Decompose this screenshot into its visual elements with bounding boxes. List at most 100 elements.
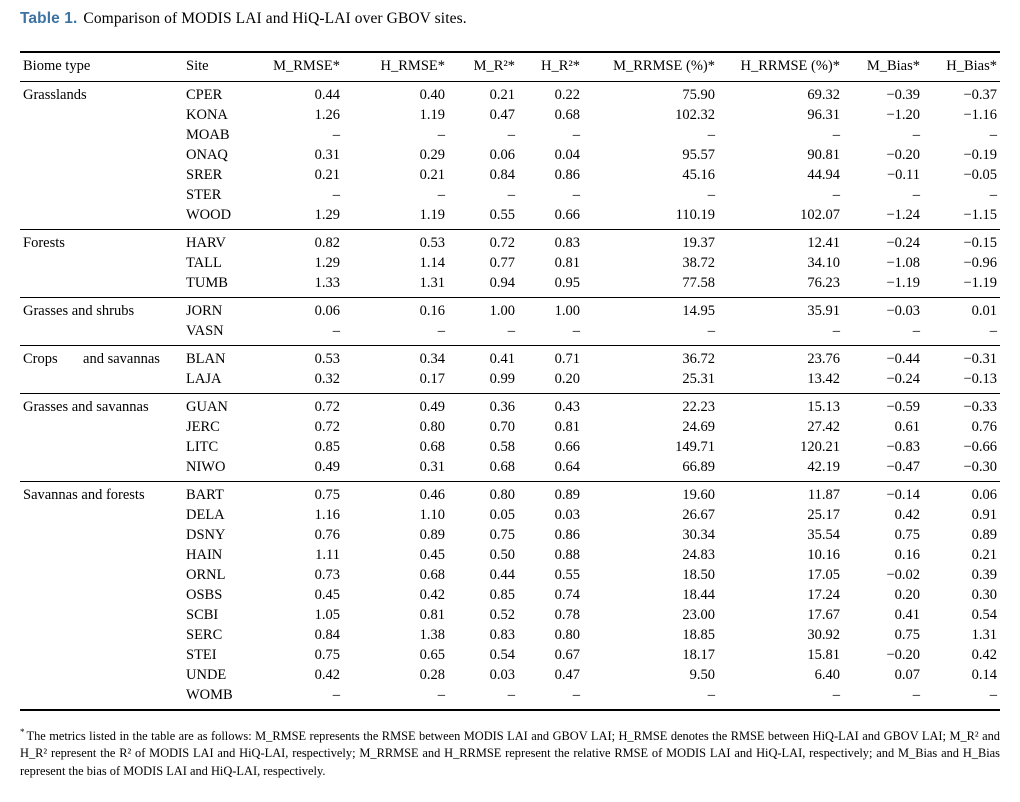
value-cell: 35.91 — [807, 303, 840, 319]
table-row: LAJA 0.32 0.17 0.99 0.20 25.31 13.42 −0.24 −0.13 — [20, 370, 1000, 394]
value-cell: 13.42 — [807, 371, 840, 387]
table-row: ORNL 0.73 0.68 0.44 0.55 18.50 17.05 −0.02 0.39 — [20, 566, 1000, 586]
table-header: Biome type Site M_RMSE* H_RMSE* M_R²* H_R²* M_… — [20, 52, 1000, 82]
table-row: SRER 0.21 0.21 0.84 0.86 45.16 44.94 −0.11 −0.05 — [20, 166, 1000, 186]
value-cell: 0.44 — [314, 87, 340, 103]
value-cell: 18.85 — [682, 627, 715, 643]
table-row: OSBS 0.45 0.42 0.85 0.74 18.44 17.24 0.20 0.30 — [20, 586, 1000, 606]
value-cell: 66.89 — [682, 459, 715, 475]
biome-cell — [20, 438, 183, 458]
value-cell: 0.84 — [489, 167, 515, 183]
value-cell: 0.43 — [554, 399, 580, 415]
site-cell: JERC — [186, 419, 220, 435]
value-cell: – — [832, 127, 840, 143]
biome-cell — [20, 206, 183, 230]
value-cell: 1.29 — [314, 255, 340, 271]
biome-cell: Forests — [23, 235, 65, 251]
site-cell: SCBI — [186, 607, 219, 623]
value-cell: 22.23 — [682, 399, 715, 415]
value-cell: 36.72 — [682, 351, 715, 367]
value-cell: −1.19 — [963, 275, 997, 291]
site-cell: UNDE — [186, 667, 227, 683]
value-cell: 1.19 — [419, 207, 445, 223]
table-row: HAIN 1.11 0.45 0.50 0.88 24.83 10.16 0.16 0.21 — [20, 546, 1000, 566]
value-cell: 1.00 — [554, 303, 580, 319]
biome-cell — [20, 146, 183, 166]
value-cell: 0.21 — [489, 87, 515, 103]
value-cell: −0.24 — [886, 371, 920, 387]
biome-cell — [20, 546, 183, 566]
value-cell: 19.37 — [682, 235, 715, 251]
site-cell: JORN — [186, 303, 223, 319]
value-cell: 0.45 — [314, 587, 340, 603]
table-row: WOOD 1.29 1.19 0.55 0.66 110.19 102.07 −1.24 −1.… — [20, 206, 1000, 230]
biome-cell — [20, 646, 183, 666]
site-cell: CPER — [186, 87, 223, 103]
value-cell: 0.81 — [554, 419, 580, 435]
biome-section: Grasses and shrubs JORN 0.06 0.16 1.00 1.00 14… — [20, 298, 1000, 346]
value-cell: 26.67 — [682, 507, 715, 523]
value-cell: 42.19 — [807, 459, 840, 475]
value-cell: 15.81 — [807, 647, 840, 663]
value-cell: – — [572, 127, 580, 143]
value-cell: 0.53 — [419, 235, 445, 251]
value-cell: 0.68 — [554, 107, 580, 123]
biome-cell — [20, 166, 183, 186]
value-cell: 0.74 — [554, 587, 580, 603]
table-row: JERC 0.72 0.80 0.70 0.81 24.69 27.42 0.61 0.76 — [20, 418, 1000, 438]
value-cell: 0.80 — [554, 627, 580, 643]
paper-page: Table 1. Comparison of MODIS LAI and HiQ-… — [0, 10, 1020, 802]
table-row: Forests HARV 0.82 0.53 0.72 0.83 19.37 12.41 −0.… — [20, 230, 1000, 254]
biome-cell — [20, 686, 183, 711]
value-cell: 10.16 — [807, 547, 840, 563]
value-cell: 0.42 — [419, 587, 445, 603]
value-cell: 0.31 — [314, 147, 340, 163]
value-cell: 1.33 — [314, 275, 340, 291]
column-header: M_R²* — [473, 58, 515, 74]
column-header: M_RRMSE (%)* — [613, 58, 715, 74]
value-cell: 14.95 — [682, 303, 715, 319]
table-row: NIWO 0.49 0.31 0.68 0.64 66.89 42.19 −0.47 −0.30 — [20, 458, 1000, 482]
site-cell: BART — [186, 487, 224, 503]
value-cell: 0.21 — [314, 167, 340, 183]
biome-section: Grasses and savannas GUAN 0.72 0.49 0.36 0.43… — [20, 394, 1000, 482]
value-cell: −0.30 — [963, 459, 997, 475]
biome-cell — [20, 106, 183, 126]
value-cell: 0.14 — [971, 667, 997, 683]
value-cell: 0.34 — [419, 351, 445, 367]
value-cell: 69.32 — [807, 87, 840, 103]
biome-cell — [20, 566, 183, 586]
value-cell: 76.23 — [807, 275, 840, 291]
value-cell: – — [832, 687, 840, 703]
value-cell: −1.08 — [886, 255, 920, 271]
value-cell: 12.41 — [807, 235, 840, 251]
value-cell: 9.50 — [689, 667, 715, 683]
value-cell: – — [707, 323, 715, 339]
table-caption-text: Comparison of MODIS LAI and HiQ-LAI over… — [83, 10, 467, 27]
value-cell: 0.72 — [314, 419, 340, 435]
value-cell: 17.24 — [807, 587, 840, 603]
value-cell: – — [989, 323, 997, 339]
value-cell: 1.00 — [489, 303, 515, 319]
value-cell: – — [437, 323, 445, 339]
value-cell: 0.54 — [489, 647, 515, 663]
value-cell: 0.68 — [419, 439, 445, 455]
value-cell: – — [572, 323, 580, 339]
column-header: H_Bias* — [946, 58, 997, 74]
value-cell: 38.72 — [682, 255, 715, 271]
value-cell: −1.19 — [886, 275, 920, 291]
value-cell: 30.34 — [682, 527, 715, 543]
value-cell: – — [912, 187, 920, 203]
value-cell: 120.21 — [800, 439, 840, 455]
value-cell: 0.21 — [971, 547, 997, 563]
value-cell: 0.28 — [419, 667, 445, 683]
value-cell: −0.37 — [963, 87, 997, 103]
value-cell: −0.11 — [886, 167, 920, 183]
footnote-marker: * — [20, 727, 25, 737]
value-cell: 30.92 — [807, 627, 840, 643]
biome-cell — [20, 606, 183, 626]
value-cell: 0.91 — [971, 507, 997, 523]
value-cell: 0.55 — [489, 207, 515, 223]
value-cell: −0.44 — [886, 351, 920, 367]
site-cell: SRER — [186, 167, 223, 183]
